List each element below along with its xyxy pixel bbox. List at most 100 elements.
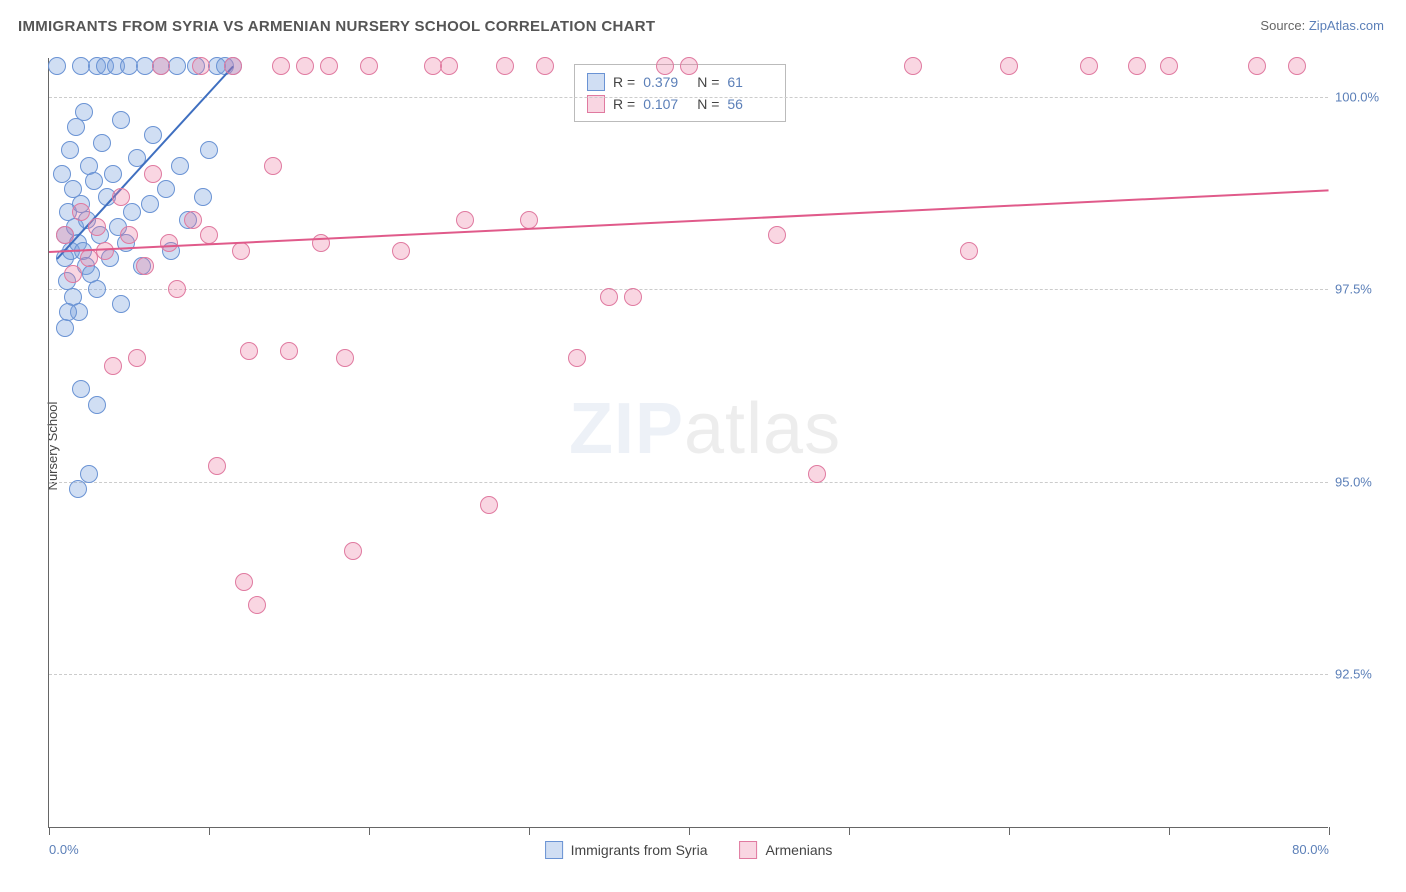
data-point-armenians [248, 596, 266, 614]
data-point-armenians [168, 280, 186, 298]
data-point-armenians [235, 573, 253, 591]
data-point-armenians [536, 57, 554, 75]
data-point-syria [168, 57, 186, 75]
data-point-armenians [144, 165, 162, 183]
legend-label: Immigrants from Syria [571, 842, 708, 858]
series-legend: Immigrants from Syria Armenians [545, 841, 833, 859]
data-point-armenians [624, 288, 642, 306]
data-point-syria [88, 280, 106, 298]
watermark-zip: ZIP [569, 389, 684, 469]
data-point-syria [157, 180, 175, 198]
y-gridline [49, 97, 1328, 98]
source-attribution: Source: ZipAtlas.com [1260, 18, 1384, 33]
data-point-syria [104, 165, 122, 183]
y-gridline [49, 482, 1328, 483]
x-tick-label: 80.0% [1292, 842, 1329, 857]
data-point-armenians [192, 57, 210, 75]
data-point-armenians [232, 242, 250, 260]
data-point-syria [93, 134, 111, 152]
x-tick [369, 827, 370, 835]
y-tick-label: 97.5% [1335, 282, 1390, 297]
y-tick-label: 100.0% [1335, 89, 1390, 104]
x-tick [209, 827, 210, 835]
data-point-armenians [456, 211, 474, 229]
data-point-armenians [656, 57, 674, 75]
data-point-syria [141, 195, 159, 213]
chart-title: IMMIGRANTS FROM SYRIA VS ARMENIAN NURSER… [18, 18, 655, 35]
data-point-armenians [600, 288, 618, 306]
data-point-armenians [312, 234, 330, 252]
data-point-syria [67, 118, 85, 136]
legend-swatch-syria [587, 73, 605, 91]
data-point-armenians [184, 211, 202, 229]
data-point-syria [61, 141, 79, 159]
data-point-armenians [280, 342, 298, 360]
data-point-armenians [480, 496, 498, 514]
x-tick [1169, 827, 1170, 835]
data-point-syria [80, 465, 98, 483]
source-label: Source: [1260, 18, 1305, 33]
x-tick [529, 827, 530, 835]
x-tick [1009, 827, 1010, 835]
data-point-syria [123, 203, 141, 221]
stats-r-label: R = [613, 74, 635, 90]
data-point-armenians [1288, 57, 1306, 75]
x-tick [49, 827, 50, 835]
correlation-stats-box: R =0.379N =61R =0.107N =56 [574, 64, 786, 122]
data-point-syria [88, 396, 106, 414]
data-point-armenians [200, 226, 218, 244]
data-point-armenians [160, 234, 178, 252]
data-point-syria [72, 380, 90, 398]
data-point-armenians [64, 265, 82, 283]
stats-n-label: N = [697, 96, 719, 112]
legend-label: Armenians [766, 842, 833, 858]
data-point-syria [48, 57, 66, 75]
source-value: ZipAtlas.com [1309, 18, 1384, 33]
data-point-armenians [1160, 57, 1178, 75]
data-point-syria [56, 319, 74, 337]
data-point-armenians [1128, 57, 1146, 75]
data-point-armenians [136, 257, 154, 275]
data-point-syria [69, 480, 87, 498]
stats-r-label: R = [613, 96, 635, 112]
data-point-armenians [1000, 57, 1018, 75]
stats-r-value: 0.379 [643, 74, 689, 90]
data-point-armenians [72, 203, 90, 221]
data-point-syria [194, 188, 212, 206]
y-gridline [49, 674, 1328, 675]
data-point-syria [112, 111, 130, 129]
data-point-armenians [240, 342, 258, 360]
data-point-armenians [224, 57, 242, 75]
y-gridline [49, 289, 1328, 290]
data-point-armenians [520, 211, 538, 229]
data-point-armenians [56, 226, 74, 244]
legend-swatch-armenians [587, 95, 605, 113]
data-point-armenians [360, 57, 378, 75]
watermark: ZIPatlas [569, 388, 841, 470]
data-point-armenians [272, 57, 290, 75]
data-point-syria [112, 295, 130, 313]
data-point-syria [200, 141, 218, 159]
stats-n-value: 61 [727, 74, 773, 90]
data-point-armenians [1248, 57, 1266, 75]
x-tick-label: 0.0% [49, 842, 79, 857]
y-tick-label: 92.5% [1335, 667, 1390, 682]
data-point-syria [75, 103, 93, 121]
data-point-syria [59, 303, 77, 321]
data-point-syria [144, 126, 162, 144]
data-point-armenians [120, 226, 138, 244]
data-point-armenians [440, 57, 458, 75]
data-point-armenians [344, 542, 362, 560]
y-tick-label: 95.0% [1335, 474, 1390, 489]
legend-item-syria: Immigrants from Syria [545, 841, 708, 859]
scatter-plot-area: ZIPatlas R =0.379N =61R =0.107N =56 Immi… [48, 58, 1328, 828]
data-point-armenians [112, 188, 130, 206]
x-tick [849, 827, 850, 835]
data-point-armenians [680, 57, 698, 75]
stats-n-label: N = [697, 74, 719, 90]
data-point-armenians [808, 465, 826, 483]
legend-item-armenians: Armenians [740, 841, 833, 859]
data-point-armenians [88, 218, 106, 236]
data-point-armenians [1080, 57, 1098, 75]
legend-swatch-syria [545, 841, 563, 859]
